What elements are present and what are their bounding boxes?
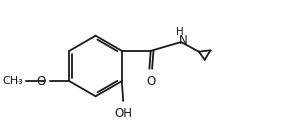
Text: OH: OH [114,107,132,120]
Text: O: O [37,75,46,88]
Text: methoxy: methoxy [16,81,23,82]
Text: H: H [176,27,184,37]
Text: O: O [146,75,155,88]
Text: CH₃: CH₃ [3,76,23,86]
Text: N: N [179,34,188,47]
